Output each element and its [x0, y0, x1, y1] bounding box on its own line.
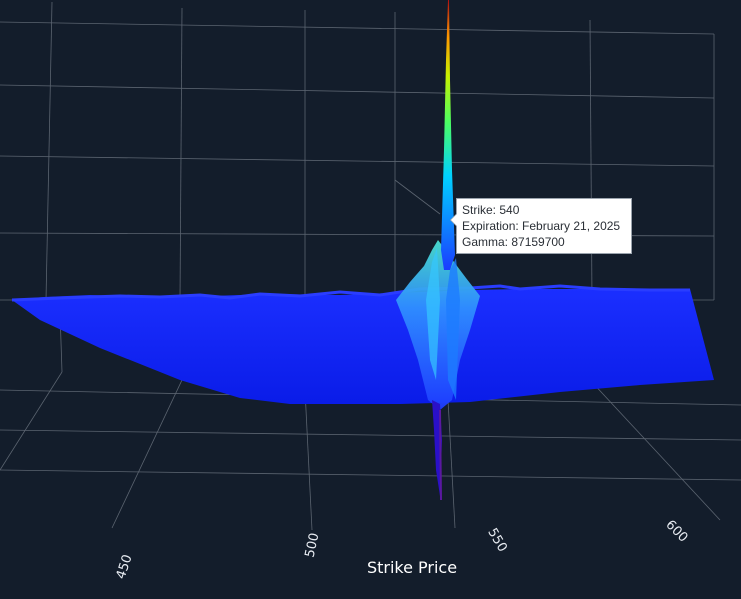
- hover-strike: Strike: 540: [462, 203, 520, 217]
- surface-ridge-right: [446, 258, 460, 400]
- x-tick-label: 450: [114, 553, 136, 581]
- x-tick-label: 500: [303, 532, 323, 559]
- surface-flat-plane: [12, 289, 714, 404]
- grid-lines: [0, 1, 741, 531]
- gamma-peak-spike[interactable]: [441, 0, 455, 270]
- surface-edge: [11, 284, 690, 302]
- gamma-surface[interactable]: [11, 0, 714, 501]
- surface-dip-tip: [439, 409, 442, 501]
- x-axis: 450 500 550 600 Strike Price: [114, 517, 691, 581]
- hover-tooltip: Strike: 540 Expiration: February 21, 202…: [450, 198, 632, 254]
- x-axis-title: Strike Price: [367, 558, 457, 577]
- x-tick-label: 550: [484, 526, 509, 555]
- hover-expiration: Expiration: February 21, 2025: [462, 219, 621, 233]
- surface-ridge-left: [426, 248, 440, 380]
- hover-gamma: Gamma: 87159700: [462, 235, 565, 249]
- x-tick-label: 600: [662, 517, 690, 545]
